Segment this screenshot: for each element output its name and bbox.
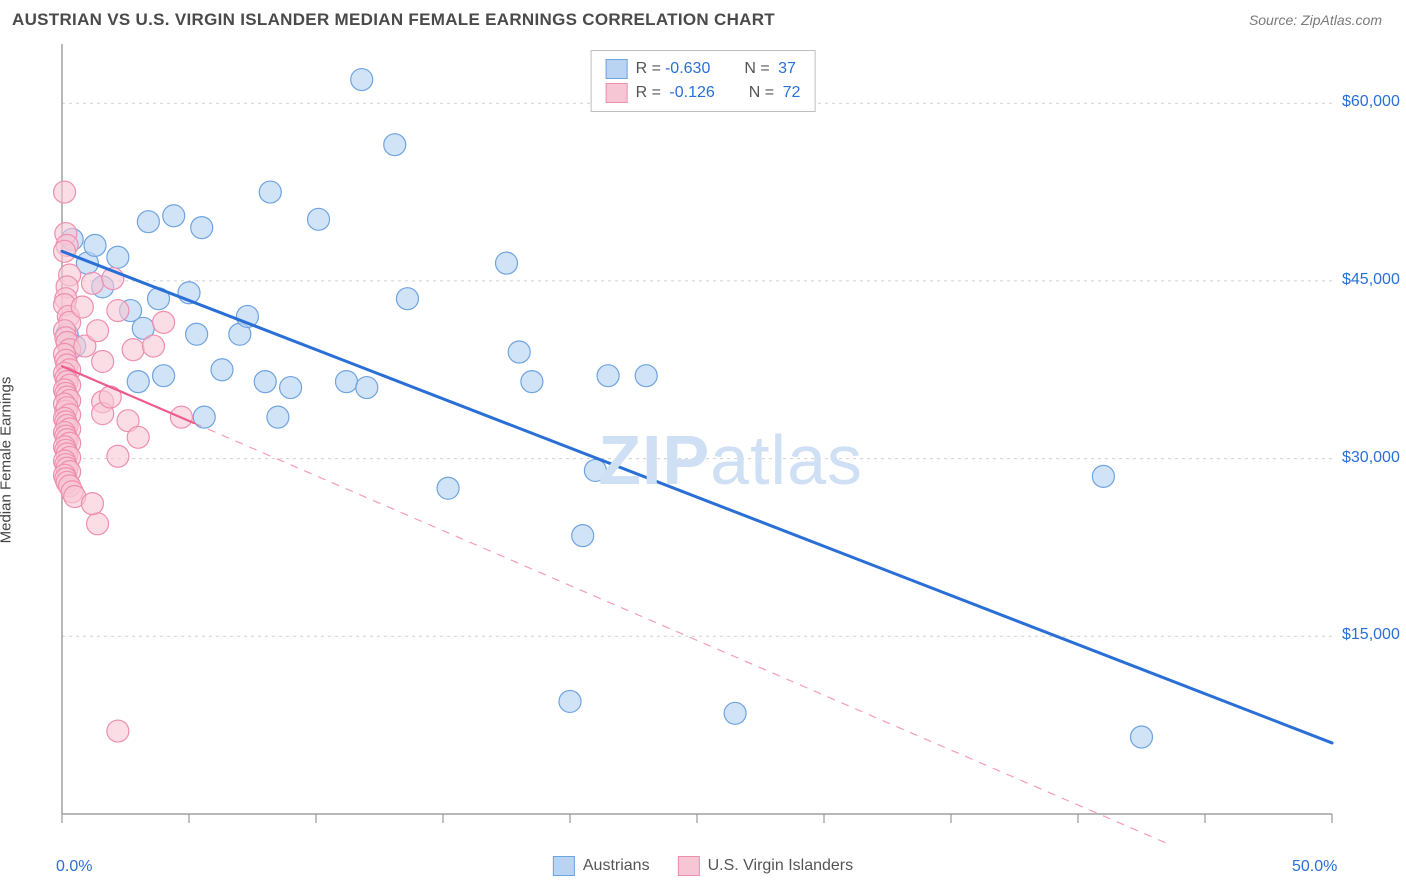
chart-header: AUSTRIAN VS U.S. VIRGIN ISLANDER MEDIAN … [0,0,1406,36]
legend-stats-row: R =-0.630 N = 37 [606,57,801,81]
legend-swatch-icon [606,83,628,103]
legend-stats: R =-0.630 N = 37 R = -0.126 N = 72 [591,50,816,112]
y-tick-label: $30,000 [1342,449,1400,467]
x-axis-min-label: 0.0% [56,858,92,876]
legend-swatch-icon [678,856,700,876]
legend-swatch-icon [606,59,628,79]
legend-item: U.S. Virgin Islanders [678,856,854,876]
y-tick-label: $15,000 [1342,626,1400,644]
legend-item-label: U.S. Virgin Islanders [708,857,854,875]
plot-area: Median Female Earnings ZIPatlas R =-0.63… [12,44,1394,876]
y-tick-label: $45,000 [1342,271,1400,289]
scatter-svg [12,44,1392,844]
chart-source: Source: ZipAtlas.com [1249,12,1382,28]
y-tick-label: $60,000 [1342,93,1400,111]
chart-title: AUSTRIAN VS U.S. VIRGIN ISLANDER MEDIAN … [12,10,775,30]
legend-series: Austrians U.S. Virgin Islanders [553,856,853,876]
legend-stats-row: R = -0.126 N = 72 [606,81,801,105]
legend-item: Austrians [553,856,650,876]
legend-swatch-icon [553,856,575,876]
legend-item-label: Austrians [583,857,650,875]
y-axis-label: Median Female Earnings [0,377,15,544]
x-axis-max-label: 50.0% [1292,858,1337,876]
